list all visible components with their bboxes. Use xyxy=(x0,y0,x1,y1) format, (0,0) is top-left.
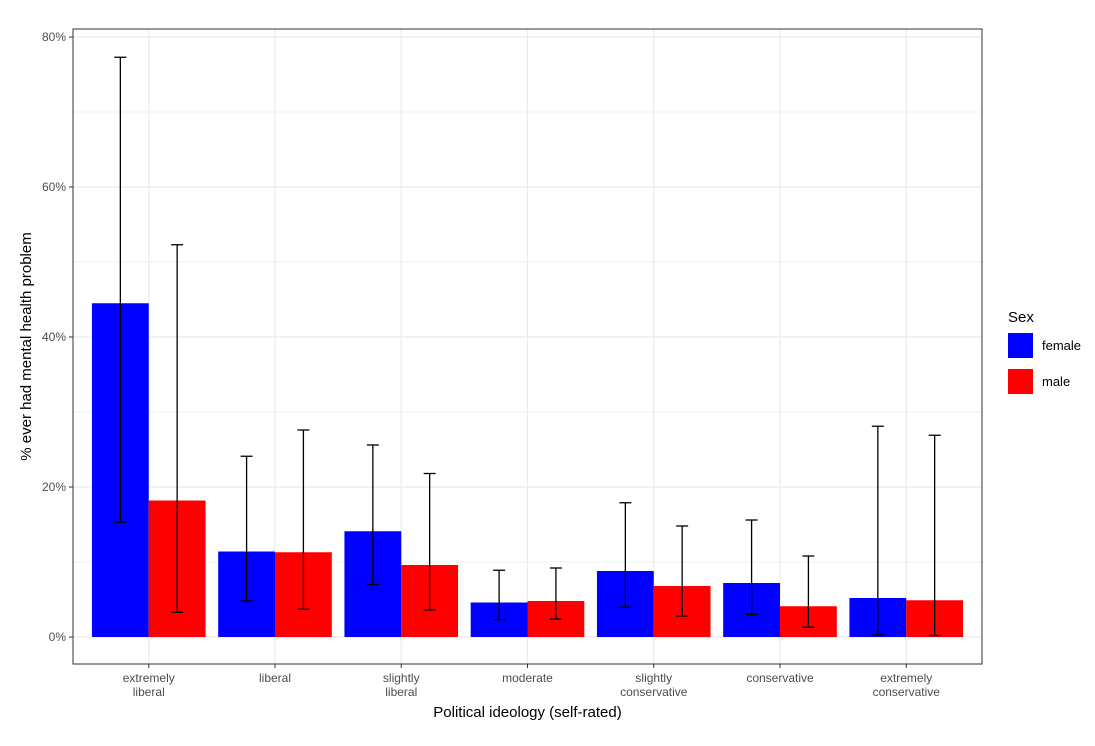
legend: Sex female male xyxy=(1008,309,1081,394)
y-axis-title: % ever had mental health problem xyxy=(18,232,35,460)
errorbar-female-6 xyxy=(871,425,884,636)
errorbar-male-5 xyxy=(802,555,815,628)
y-tick-label: 80% xyxy=(42,30,66,44)
errorbar-female-0 xyxy=(114,56,127,523)
x-tick-label: slightly conservative xyxy=(620,671,688,699)
errorbar-female-4 xyxy=(619,502,632,608)
y-tick-label: 0% xyxy=(49,630,67,644)
errorbar-female-5 xyxy=(745,519,758,616)
errorbar-female-1 xyxy=(240,455,253,602)
y-axis: 0% 20% 40% 60% 80% xyxy=(42,30,73,644)
errorbar-male-2 xyxy=(423,472,436,611)
x-tick-label: liberal xyxy=(259,671,291,685)
errorbar-female-2 xyxy=(366,444,379,586)
legend-key-male xyxy=(1008,369,1033,394)
y-tick-label: 60% xyxy=(42,180,66,194)
y-tick-label: 20% xyxy=(42,480,66,494)
error-bars xyxy=(114,56,941,637)
y-tick-label: 40% xyxy=(42,330,66,344)
legend-label-male: male xyxy=(1042,374,1070,389)
legend-title: Sex xyxy=(1008,309,1034,326)
errorbar-male-6 xyxy=(928,434,941,637)
errorbar-male-4 xyxy=(676,525,689,617)
x-tick-label: slightly liberal xyxy=(383,671,420,699)
x-tick-label: extremely liberal xyxy=(123,671,175,699)
errorbar-female-3 xyxy=(493,569,506,621)
x-tick-label: conservative xyxy=(746,671,814,685)
x-axis-title: Political ideology (self-rated) xyxy=(433,704,621,721)
errorbar-male-0 xyxy=(171,244,184,613)
legend-label-female: female xyxy=(1042,338,1081,353)
x-tick-label: moderate xyxy=(502,671,553,685)
x-axis: extremely liberal liberal slightly liberal mo… xyxy=(123,664,941,699)
errorbar-male-3 xyxy=(549,567,562,620)
x-tick-label: extremely conservative xyxy=(873,671,941,699)
errorbar-male-1 xyxy=(297,429,310,610)
legend-key-female xyxy=(1008,333,1033,358)
